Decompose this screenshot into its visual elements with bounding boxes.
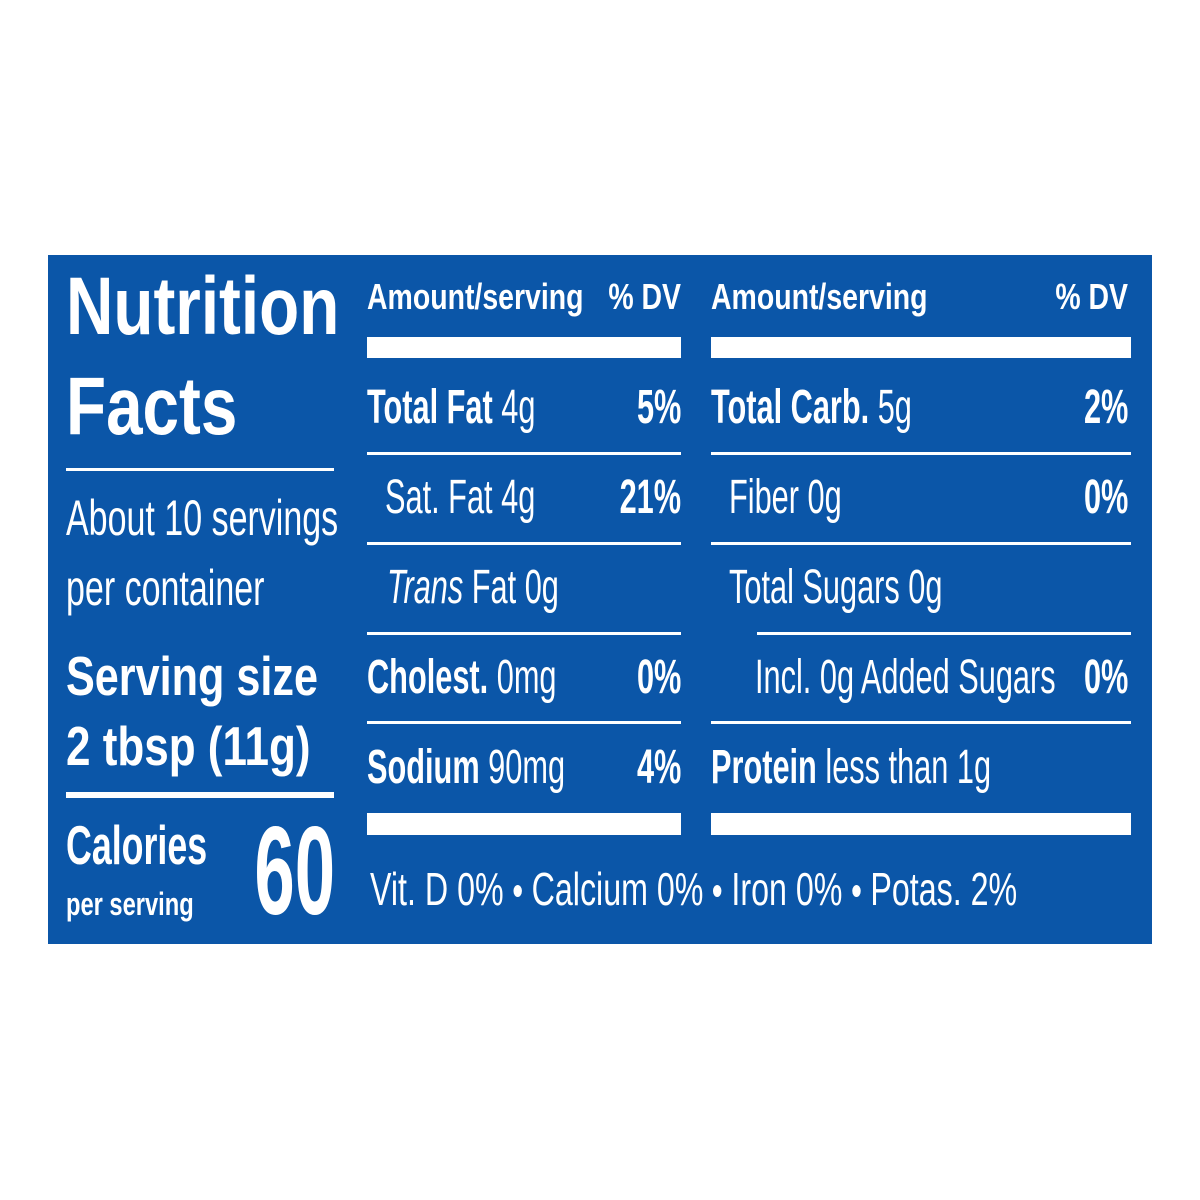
nutrient-row: Sodium 90mg — [367, 744, 565, 792]
nutrient-dv: 0% — [1083, 651, 1128, 704]
nutrient-name: Fiber — [729, 471, 799, 524]
thick-divider — [66, 792, 334, 798]
nutrient-amount: 4g — [501, 471, 536, 524]
divider — [711, 721, 1131, 724]
nutrient-dv: 4% — [636, 741, 681, 794]
nutrient-dv: 5% — [636, 381, 681, 434]
bullet — [713, 885, 722, 897]
nutrient-amount: less than 1g — [825, 741, 992, 794]
nutrient-dv: 2% — [1083, 381, 1128, 434]
column-header: Amount/serving — [367, 276, 584, 317]
nutrient-amount: 0g — [524, 561, 559, 614]
nutrient-row: Fiber 0g — [729, 474, 842, 522]
nutrient-amount: 5g — [877, 381, 912, 434]
nutrient-row: Total Fat 4g — [367, 384, 535, 432]
divider — [66, 468, 334, 471]
divider — [367, 721, 681, 724]
nutrient-name: Total Carb. — [711, 381, 870, 434]
nutrient-dv: 21% — [619, 471, 681, 524]
bullet — [852, 885, 861, 897]
column-header: Amount/serving — [711, 276, 928, 317]
title: Nutrition Facts — [66, 261, 340, 452]
nutrient-name: Cholest. — [367, 651, 489, 704]
thick-bar — [711, 813, 1131, 835]
nutrient-name: Sodium — [367, 741, 480, 794]
vitamin: Vit. D 0% — [370, 863, 504, 915]
divider — [711, 452, 1131, 455]
nutrient-amount: 0mg — [496, 651, 557, 704]
thick-bar — [367, 813, 681, 835]
divider — [757, 632, 1131, 635]
nutrient-name: Protein — [711, 741, 817, 794]
vitamin: Iron 0% — [731, 863, 843, 915]
thick-bar — [367, 337, 681, 358]
nutrient-dv: 0% — [636, 651, 681, 704]
dv-header: % DV — [608, 276, 681, 317]
vitamins: Vit. D 0% Calcium 0% Iron 0% Potas. 2% — [370, 866, 1017, 912]
nutrient-row: Sat. Fat 4g — [385, 474, 535, 522]
nutrient-amount: 0g — [807, 471, 842, 524]
nutrient-name: Total Sugars — [729, 561, 900, 614]
nutrient-amount: 90mg — [488, 741, 566, 794]
nutrient-name-italic: Trans — [387, 561, 464, 614]
nutrient-name: Incl. 0g Added Sugars — [755, 651, 1056, 704]
bullet — [513, 885, 522, 897]
servings: About 10 servings per container — [66, 490, 339, 616]
nutrient-amount: 0g — [908, 561, 943, 614]
divider — [711, 542, 1131, 545]
divider — [367, 452, 681, 455]
nutrient-dv: 0% — [1083, 471, 1128, 524]
divider — [367, 542, 681, 545]
nutrient-name: Sat. Fat — [385, 471, 493, 524]
nutrient-row: Cholest. 0mg — [367, 654, 556, 702]
thick-bar — [711, 337, 1131, 358]
nutrient-name: Total Fat — [367, 381, 493, 434]
dv-header: % DV — [1055, 276, 1128, 317]
nutrient-amount: 4g — [501, 381, 536, 434]
calories-sublabel: per serving — [66, 886, 194, 922]
nutrient-row: Protein less than 1g — [711, 744, 991, 792]
calories-label: Calories — [66, 814, 208, 876]
nutrient-name: Fat — [471, 561, 517, 614]
divider — [367, 632, 681, 635]
nutrient-row: Total Carb. 5g — [711, 384, 912, 432]
nutrient-row: Total Sugars 0g — [729, 564, 942, 612]
nutrient-row: Trans Fat 0g — [387, 564, 559, 612]
vitamin: Potas. 2% — [870, 863, 1018, 915]
calories-value: 60 — [254, 802, 335, 941]
vitamin: Calcium 0% — [531, 863, 704, 915]
nutrient-row: Incl. 0g Added Sugars — [755, 654, 1056, 702]
serving-size-label: Serving size — [66, 645, 318, 707]
serving-size-value: 2 tbsp (11g) — [66, 715, 311, 777]
